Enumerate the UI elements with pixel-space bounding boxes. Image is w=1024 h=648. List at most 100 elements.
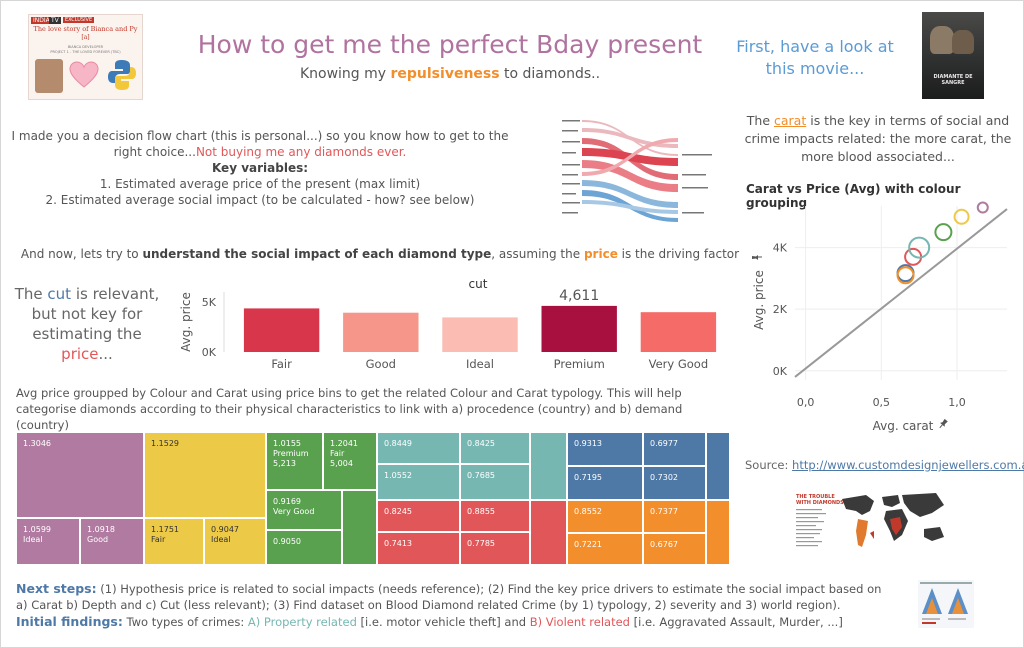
treemap-cell-label: 0.7413: [384, 539, 412, 548]
treemap-cell-label: 0.7195: [574, 473, 602, 482]
treemap-cell-red[interactable]: 0.8245: [377, 500, 460, 532]
cut-price-bar-chart[interactable]: cut Avg. price 0K 5K Fair Good Ideal Premium…: [172, 274, 742, 374]
intro-line1-text: I made you a decision flow chart (this i…: [11, 129, 509, 159]
key-variable-2: 2. Estimated average social impact (to b…: [45, 193, 475, 207]
treemap-cell-label: Fair: [330, 449, 345, 458]
infographic-caption-bar: [922, 622, 936, 624]
scatter-trend-line: [794, 208, 1008, 378]
treemap-cell-label: 0.9313: [574, 439, 602, 448]
treemap-cell-teal[interactable]: 0.7685: [460, 464, 530, 500]
treemap-cell-red[interactable]: [530, 500, 567, 565]
treemap-cell-label: 0.6977: [650, 439, 678, 448]
treemap-cell-blue[interactable]: 0.6977: [643, 432, 706, 466]
intro-text: I made you a decision flow chart (this i…: [10, 128, 510, 208]
bar-good: [343, 312, 419, 352]
initial-findings-label: Initial findings:: [16, 614, 123, 629]
scatter-ylabel: Avg. price: [752, 270, 766, 330]
scatter-point: [934, 223, 953, 242]
treemap-cell-teal[interactable]: 0.8425: [460, 432, 530, 464]
bar-category-label: Premium: [554, 357, 605, 371]
map-legend-icon: [796, 509, 826, 547]
cut-note-mid: is relevant, but not key for estimating …: [31, 285, 160, 343]
logo-line3: BIANCA DEVELOPER: [67, 45, 104, 49]
pyramid-infographic-thumbnail[interactable]: [918, 580, 974, 628]
treemap-cell-label: 5,213: [273, 459, 296, 468]
decision-flow-sankey-thumbnail[interactable]: [560, 114, 720, 222]
movie-poster[interactable]: DIAMANTE DE SANGRE: [922, 12, 984, 99]
treemap-cell-label: Premium: [273, 449, 309, 458]
treemap-cell-yellow[interactable]: 1.1529: [144, 432, 266, 518]
next-steps-text: (1) Hypothesis price is related to socia…: [16, 582, 882, 612]
scatter-xtick-label: 0,0: [797, 396, 815, 409]
source-link[interactable]: http://www.customdesignjewellers.com.a..: [792, 458, 1024, 472]
scatter-point: [908, 236, 931, 259]
scatter-xtick-label: 1,0: [948, 396, 966, 409]
page-subtitle: Knowing my repulsiveness to diamonds..: [150, 66, 750, 82]
scatter-title: Carat vs Price (Avg) with colour groupin…: [746, 182, 961, 210]
treemap-cell-label: 0.8855: [467, 507, 495, 516]
carat-note-word: carat: [774, 113, 807, 128]
treemap-cell-orange[interactable]: 0.6767: [643, 533, 706, 565]
key-variables-heading: Key variables:: [211, 161, 309, 175]
map-title-1: THE TROUBLE: [796, 494, 835, 500]
logo-tag-india: INDIA: [31, 17, 52, 24]
treemap-cell-label: Fair: [151, 535, 166, 544]
treemap-cell-blue[interactable]: 0.9313: [567, 432, 643, 466]
bar-data-label: 4,611: [559, 288, 599, 304]
scatter-xlabel: Avg. carat: [873, 419, 934, 433]
infographic-caption-bar: [922, 618, 940, 620]
treemap-cell-green[interactable]: 1.2041 Fair 5,004: [323, 432, 377, 490]
treemap-cell-red[interactable]: 0.8855: [460, 500, 530, 532]
treemap-cell-green[interactable]: [342, 490, 377, 565]
treemap-cell-orange[interactable]: [706, 500, 730, 565]
bar-fair: [243, 308, 320, 352]
treemap-cell-green[interactable]: 1.0155 Premium 5,213: [266, 432, 323, 490]
treemap-cell-label: 0.8245: [384, 507, 412, 516]
treemap-cell-teal[interactable]: 1.0552: [377, 464, 460, 500]
now-line-pre: And now, lets try to: [20, 247, 143, 261]
treemap-cell-red[interactable]: 0.7413: [377, 532, 460, 565]
treemap-cell-purple[interactable]: 1.0918 Good: [80, 518, 144, 565]
intro-line1-red: Not buying me any diamonds ever.: [195, 145, 407, 159]
violent-crime-label: B) Violent related: [529, 615, 630, 629]
poster-actor-face-icon: [930, 26, 954, 54]
treemap-cell-label: 0.7685: [467, 471, 495, 480]
logo-tag-exclusive: EXCLUSIVE: [63, 17, 95, 23]
initial-findings-text-c: [i.e. Aggravated Assault, Murder, ...]: [629, 615, 843, 629]
pin-icon[interactable]: [752, 255, 762, 260]
treemap-cell-blue[interactable]: 0.7195: [567, 466, 643, 500]
carat-price-scatter[interactable]: 0K 2K 4K 0,0 0,5 1,0 Avg. price Avg. carat: [745, 200, 1015, 445]
map-title-2: WITH DIAMONDS: [796, 500, 844, 506]
treemap-cell-orange[interactable]: 0.7221: [567, 533, 643, 565]
bar-ytick-label: 5K: [202, 296, 217, 309]
treemap-cell-yellow[interactable]: 1.1751 Fair: [144, 518, 204, 565]
treemap-cell-blue[interactable]: 0.7302: [643, 466, 706, 500]
treemap-cell-teal[interactable]: 0.8449: [377, 432, 460, 464]
logo-line2: [a]: [81, 34, 90, 41]
treemap-cell-orange[interactable]: 0.7377: [643, 500, 706, 533]
now-line-mid: , assuming the: [491, 247, 584, 261]
next-steps-line: Next steps: (1) Hypothesis price is rela…: [16, 581, 896, 613]
treemap-cell-purple[interactable]: 1.3046: [16, 432, 144, 518]
pin-icon[interactable]: [937, 418, 948, 430]
treemap-cell-teal[interactable]: [530, 432, 567, 500]
python-logo-icon: [108, 60, 136, 90]
treemap-cell-green[interactable]: 0.9169 Very Good: [266, 490, 342, 530]
now-line-orange: price: [583, 247, 618, 261]
treemap-cell-orange[interactable]: 0.8552: [567, 500, 643, 533]
initial-findings-line: Initial findings: Two types of crimes: A…: [16, 614, 896, 630]
avg-note: Avg price groupped by Colour and Carat u…: [16, 386, 683, 432]
world-map-icon: [842, 493, 944, 547]
colour-carat-treemap[interactable]: 1.3046 1.0599 Ideal 1.0918 Good 1.1529 1.1751 F…: [16, 432, 730, 565]
heart-icon: [69, 61, 99, 88]
logo-line1: The love story of Bianca and Py: [33, 25, 138, 33]
cut-note: The cut is relevant, but not key for est…: [12, 284, 162, 364]
bar-category-label: Ideal: [466, 357, 494, 371]
treemap-cell-blue[interactable]: [706, 432, 730, 500]
treemap-cell-purple[interactable]: 1.0599 Ideal: [16, 518, 80, 565]
trouble-with-diamonds-map[interactable]: THE TROUBLE WITH DIAMONDS: [794, 489, 950, 557]
treemap-cell-red[interactable]: 0.7785: [460, 532, 530, 565]
initial-findings-text-a: Two types of crimes:: [122, 615, 248, 629]
treemap-cell-yellow[interactable]: 0.9047 Ideal: [204, 518, 266, 565]
treemap-cell-green[interactable]: 0.9050: [266, 530, 342, 565]
